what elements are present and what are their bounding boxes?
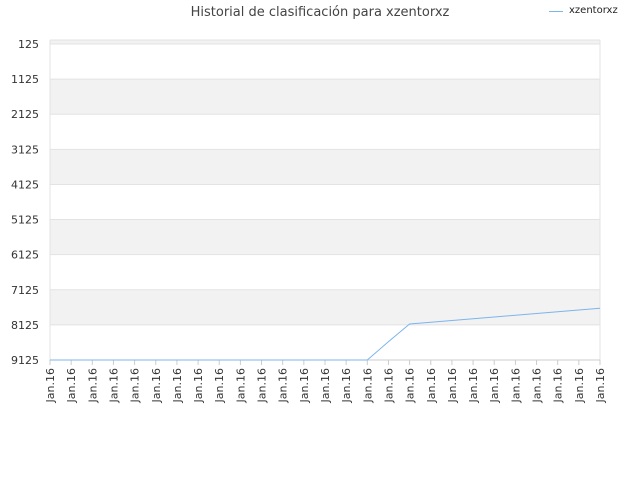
x-tick-label: Jan.16 [277,368,290,403]
x-tick-label: Jan.16 [552,368,565,403]
y-tick-label: 6125 [11,249,39,262]
plot-band [50,79,600,115]
x-tick-label: Jan.16 [340,368,353,403]
x-tick-label: Jan.16 [573,368,586,403]
x-tick-label: Jan.16 [509,368,522,403]
x-tick-label: Jan.16 [256,368,269,403]
x-tick-label: Jan.16 [425,368,438,403]
x-tick-label: Jan.16 [319,368,332,403]
x-tick-label: Jan.16 [382,368,395,403]
x-tick-label: Jan.16 [531,368,544,403]
plot-band [50,289,600,325]
x-tick-label: Jan.16 [150,368,163,403]
x-tick-label: Jan.16 [594,368,607,403]
plot-band [50,184,600,220]
x-tick-label: Jan.16 [404,368,417,403]
legend-swatch [549,11,563,12]
x-tick-label: Jan.16 [234,368,247,403]
y-tick-label: 4125 [11,178,39,191]
plot-band [50,44,600,80]
y-tick-label: 9125 [11,354,39,367]
y-tick-label: 2125 [11,108,39,121]
x-tick-label: Jan.16 [467,368,480,403]
y-tick-label: 125 [18,38,39,51]
plot-band [50,114,600,150]
y-tick-label: 5125 [11,214,39,227]
y-tick-label: 8125 [11,319,39,332]
y-tick-label: 7125 [11,284,39,297]
plot-band [50,324,600,360]
x-tick-label: Jan.16 [361,368,374,403]
x-tick-label: Jan.16 [298,368,311,403]
plot-band [50,254,600,290]
x-tick-label: Jan.16 [129,368,142,403]
x-tick-label: Jan.16 [171,368,184,403]
chart-title: Historial de clasificación para xzentorx… [190,5,450,20]
x-tick-label: Jan.16 [213,368,226,403]
x-tick-label: Jan.16 [107,368,120,403]
x-tick-label: Jan.16 [192,368,205,403]
x-tick-label: Jan.16 [65,368,78,403]
x-tick-label: Jan.16 [446,368,459,403]
plot-band [50,149,600,185]
x-tick-label: Jan.16 [86,368,99,403]
plot-band [50,219,600,255]
legend-label: xzentorxz [569,5,618,16]
y-tick-label: 1125 [11,73,39,86]
plot-band [50,40,600,44]
series-line [50,307,601,361]
x-tick-label: Jan.16 [44,368,57,403]
x-tick-label: Jan.16 [488,368,501,403]
y-tick-label: 3125 [11,143,39,156]
